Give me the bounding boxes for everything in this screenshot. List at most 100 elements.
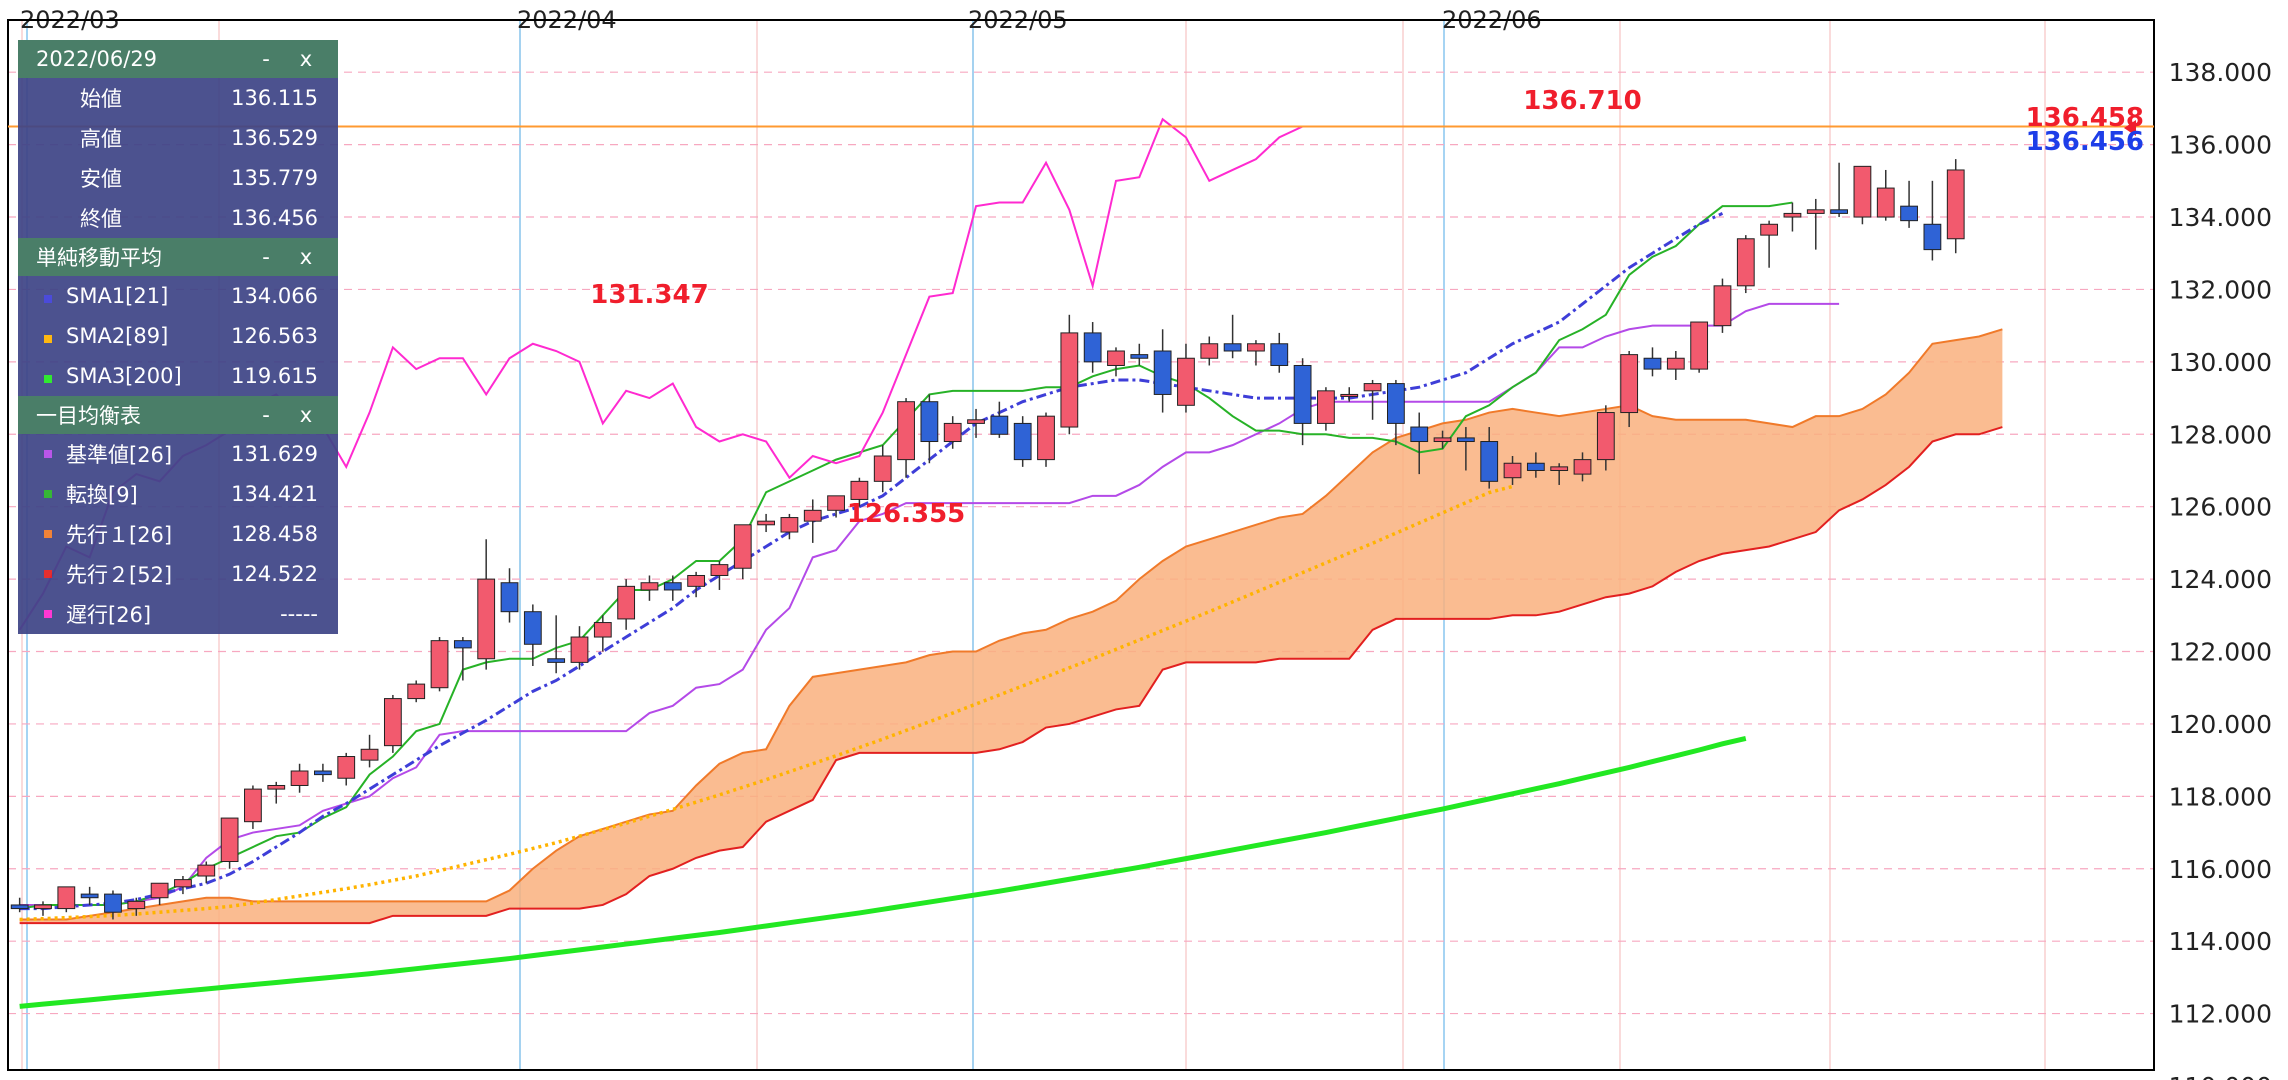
candle[interactable]	[1037, 412, 1055, 467]
candle[interactable]	[1830, 162, 1848, 218]
candle[interactable]	[523, 604, 542, 666]
candle[interactable]	[850, 477, 869, 507]
candle[interactable]	[827, 495, 845, 518]
candle[interactable]	[34, 901, 52, 916]
candle[interactable]	[1387, 379, 1405, 446]
ichimoku-minimize-button[interactable]: -	[262, 403, 270, 427]
candle[interactable]	[710, 561, 729, 590]
candle[interactable]	[617, 579, 636, 630]
candle[interactable]	[220, 817, 239, 869]
ichimoku-close-button[interactable]: x	[299, 403, 313, 427]
candle[interactable]	[897, 398, 915, 478]
candle[interactable]	[1130, 343, 1149, 366]
candle[interactable]	[104, 890, 122, 920]
candle[interactable]	[1806, 198, 1825, 250]
candle[interactable]	[780, 513, 799, 540]
candle[interactable]	[197, 861, 216, 884]
candle[interactable]	[1293, 358, 1312, 446]
candle[interactable]	[663, 575, 682, 601]
ichimoku-row-tenkan[interactable]: 転換[9] 134.421	[18, 474, 338, 514]
candle[interactable]	[174, 876, 192, 895]
candle[interactable]	[290, 763, 309, 793]
ohlc-minimize-button[interactable]: -	[262, 47, 270, 71]
candle[interactable]	[1690, 321, 1709, 373]
candle[interactable]	[1433, 430, 1452, 449]
candle[interactable]	[990, 401, 1009, 438]
candle[interactable]	[570, 626, 589, 670]
candle[interactable]	[1270, 332, 1289, 373]
candle[interactable]	[1083, 322, 1102, 373]
candle[interactable]	[1503, 456, 1522, 485]
candle[interactable]	[593, 615, 612, 652]
candle[interactable]	[1177, 343, 1195, 413]
candle[interactable]	[477, 539, 496, 670]
candle[interactable]	[1480, 427, 1499, 489]
sma-close-button[interactable]: x	[299, 245, 313, 269]
candle[interactable]	[1526, 452, 1545, 478]
sma-minimize-button[interactable]: -	[262, 245, 270, 269]
candle[interactable]	[1643, 347, 1662, 377]
candle[interactable]	[453, 637, 472, 681]
ichimoku-row-chikou[interactable]: 遅行[26] -----	[18, 594, 338, 634]
candles[interactable]	[10, 159, 1965, 920]
sma-row-3[interactable]: SMA3[200] 119.615	[18, 356, 338, 396]
candle[interactable]	[407, 680, 426, 703]
candle[interactable]	[150, 882, 169, 905]
candle[interactable]	[1853, 165, 1872, 225]
ichimoku-row-senkou1[interactable]: 先行１[26] 128.458	[18, 514, 338, 554]
candle[interactable]	[920, 394, 939, 464]
candle[interactable]	[640, 575, 659, 601]
candle[interactable]	[1247, 340, 1265, 366]
candle[interactable]	[873, 445, 892, 493]
candle[interactable]	[314, 763, 332, 782]
candle[interactable]	[1596, 405, 1615, 471]
candle[interactable]	[1317, 387, 1335, 431]
candle[interactable]	[687, 571, 706, 598]
candle[interactable]	[1923, 180, 1942, 261]
candle[interactable]	[1456, 427, 1475, 471]
candle[interactable]	[383, 694, 402, 753]
candle[interactable]	[1760, 220, 1779, 268]
candle[interactable]	[1666, 351, 1685, 380]
candle[interactable]	[1713, 278, 1732, 333]
ohlc-close-button[interactable]: x	[299, 47, 313, 71]
candle[interactable]	[733, 524, 752, 580]
candle[interactable]	[10, 897, 29, 913]
candle[interactable]	[1200, 336, 1219, 366]
candle[interactable]	[1340, 387, 1359, 402]
candle[interactable]	[1107, 347, 1125, 377]
candle[interactable]	[1060, 314, 1079, 435]
candle[interactable]	[1363, 379, 1382, 420]
candle[interactable]	[1550, 463, 1569, 485]
candle[interactable]	[500, 568, 519, 623]
candle[interactable]	[127, 897, 146, 916]
candle[interactable]	[267, 781, 286, 804]
candle[interactable]	[57, 886, 76, 913]
candle[interactable]	[803, 499, 822, 543]
candle[interactable]	[1620, 351, 1639, 428]
candle[interactable]	[1013, 416, 1032, 467]
candle[interactable]	[1783, 202, 1802, 232]
ichimoku-row-kijun[interactable]: 基準値[26] 131.629	[18, 434, 338, 474]
candle[interactable]	[337, 752, 356, 786]
sma-row-2[interactable]: SMA2[89] 126.563	[18, 316, 338, 356]
candle[interactable]	[1223, 314, 1242, 359]
ichimoku-row-senkou2[interactable]: 先行２[52] 124.522	[18, 554, 338, 594]
candle[interactable]	[1946, 159, 1965, 254]
candle[interactable]	[1153, 329, 1172, 413]
candle[interactable]	[244, 785, 262, 829]
candle[interactable]	[1876, 169, 1895, 221]
candle[interactable]	[1900, 180, 1918, 228]
candle[interactable]	[360, 734, 379, 768]
candle[interactable]	[1410, 412, 1429, 475]
candle[interactable]	[967, 408, 985, 438]
candle[interactable]	[80, 886, 99, 905]
candle[interactable]	[943, 416, 962, 449]
candle[interactable]	[1736, 235, 1755, 294]
sma-row-1[interactable]: SMA1[21] 134.066	[18, 276, 338, 316]
candle[interactable]	[430, 637, 449, 692]
candle[interactable]	[757, 513, 775, 533]
candle[interactable]	[1573, 452, 1592, 482]
candle[interactable]	[547, 615, 566, 674]
